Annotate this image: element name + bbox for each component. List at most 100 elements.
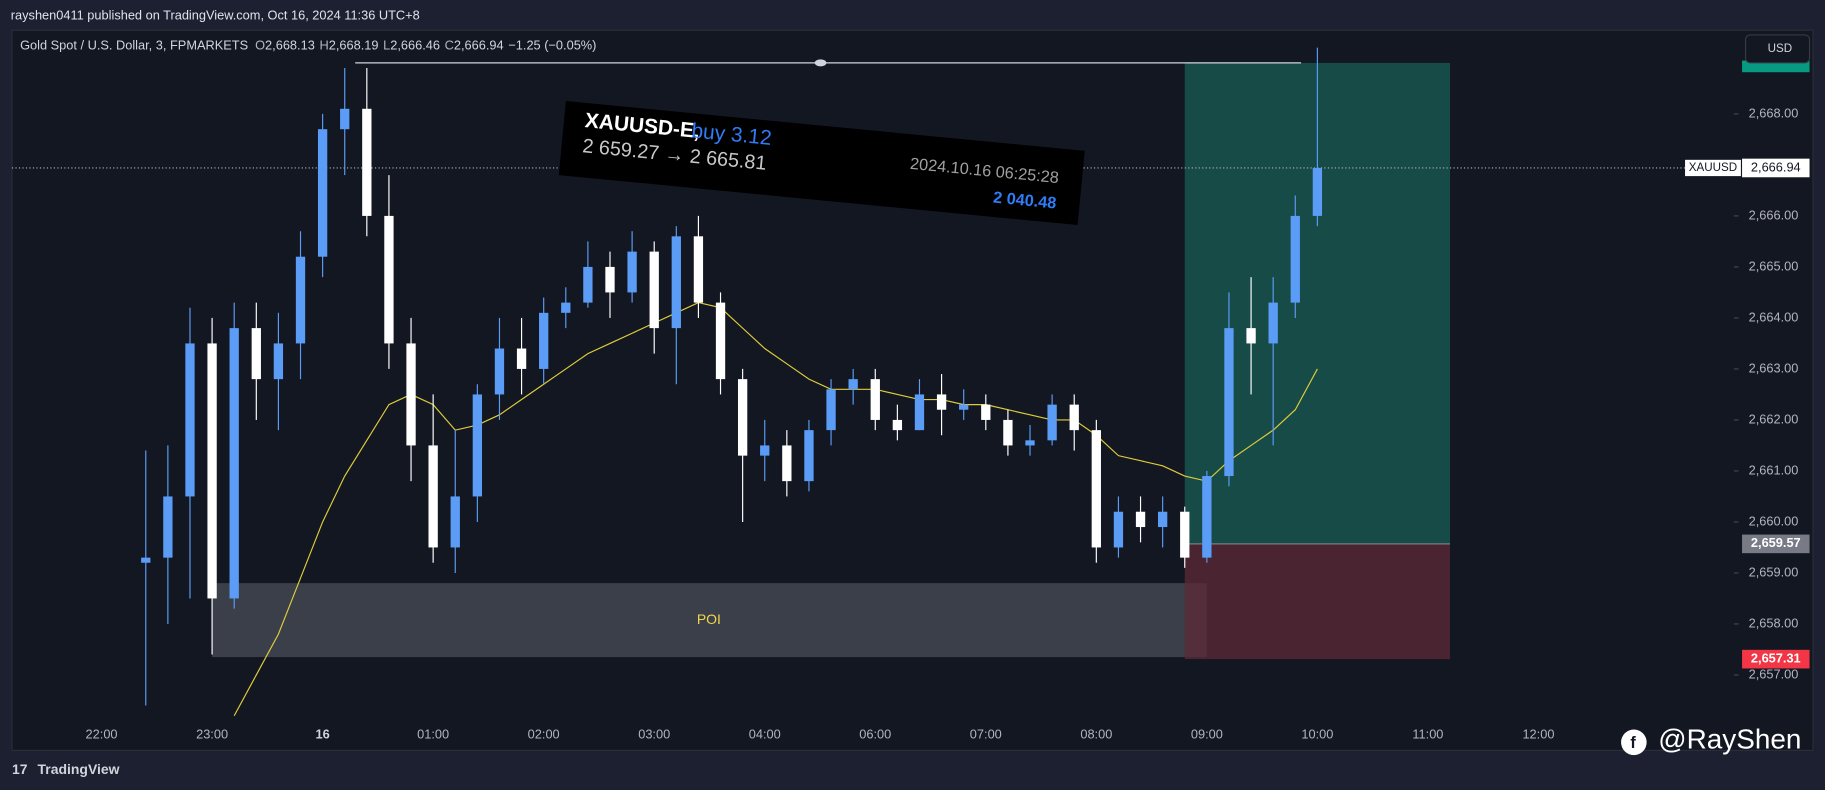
candle-body xyxy=(450,496,460,548)
candle-body xyxy=(914,394,925,431)
candle-body xyxy=(207,343,217,599)
candle-body xyxy=(494,348,505,395)
candle-body xyxy=(1180,511,1190,558)
x-tick-label: 08:00 xyxy=(1080,727,1112,742)
y-tick-label: 2,663.00 xyxy=(1749,360,1799,375)
eye-icon xyxy=(814,59,827,67)
candle-body xyxy=(605,266,615,293)
facebook-icon xyxy=(1621,729,1647,756)
stop-zone xyxy=(1184,543,1451,660)
candle-body xyxy=(782,445,792,482)
ohlc-value: 2,666.94 xyxy=(454,38,504,53)
candle-body xyxy=(870,379,880,420)
candle-body xyxy=(693,236,704,303)
candle-body xyxy=(760,445,770,456)
ohlc-value: 2,668.19 xyxy=(329,38,379,53)
y-tick-label: 2,662.00 xyxy=(1749,411,1799,426)
candle-body xyxy=(583,266,593,303)
stop-label: 2,657.31 xyxy=(1751,651,1801,666)
candle-body xyxy=(406,343,416,446)
entry-label: 2,659.57 xyxy=(1751,535,1801,550)
candle-body xyxy=(1135,511,1146,528)
trade-profit: 2 040.48 xyxy=(992,189,1057,213)
candle-body xyxy=(1003,419,1013,446)
candle-body xyxy=(317,129,328,257)
y-tick-label: 2,659.00 xyxy=(1749,564,1799,579)
candle-body xyxy=(1025,440,1035,446)
ohlc-key: H xyxy=(319,38,328,53)
x-tick-label: 23:00 xyxy=(196,727,228,742)
candle-body xyxy=(1246,328,1256,344)
y-tick-label: 2,661.00 xyxy=(1749,462,1799,477)
candle-body xyxy=(1290,215,1300,303)
candle-body xyxy=(539,312,549,369)
x-tick-label: 10:00 xyxy=(1301,727,1333,742)
stop-label-bg xyxy=(1742,649,1810,669)
candle-body xyxy=(649,251,659,329)
candle-body xyxy=(273,343,284,380)
poi-label: POI xyxy=(697,611,721,627)
candle-body xyxy=(627,251,637,293)
candle-body xyxy=(384,215,394,344)
candle-body xyxy=(936,394,947,410)
candle-body xyxy=(516,348,527,369)
candle-body xyxy=(892,419,903,431)
candle-body xyxy=(981,404,991,420)
x-tick-label: 22:00 xyxy=(86,727,118,742)
last-price-tag-bg xyxy=(1685,159,1741,177)
candle-body xyxy=(959,404,969,410)
candle-body xyxy=(1202,476,1212,558)
candle-body xyxy=(826,389,836,431)
last-price-label-bg xyxy=(1742,158,1810,178)
x-tick-label: 02:00 xyxy=(528,727,560,742)
target-label-bg xyxy=(1742,60,1810,73)
candle-body xyxy=(848,379,858,390)
candle-body xyxy=(1268,302,1278,344)
y-tick-label: 2,657.00 xyxy=(1749,666,1799,681)
candle-body xyxy=(737,379,748,456)
ohlc-key: L xyxy=(383,38,390,53)
y-tick-label: 2,668.00 xyxy=(1749,105,1799,120)
ohlc-key: O xyxy=(255,38,265,53)
candle-body xyxy=(1091,430,1101,548)
last-price-tag: XAUUSD xyxy=(1689,161,1737,174)
x-tick-label: 12:00 xyxy=(1522,727,1554,742)
candle-body xyxy=(1047,404,1057,441)
currency-label: USD xyxy=(1768,42,1793,55)
facebook-glyph: f xyxy=(1630,734,1636,752)
ohlc-value: 2,668.13 xyxy=(265,38,315,53)
candle-body xyxy=(472,394,483,497)
candle-body xyxy=(561,302,571,313)
candle-body xyxy=(141,557,151,563)
y-tick-label: 2,658.00 xyxy=(1749,615,1799,630)
x-tick-label: 16 xyxy=(316,727,330,742)
last-price-label: 2,666.94 xyxy=(1751,159,1801,174)
candle-body xyxy=(163,496,173,558)
currency-button[interactable] xyxy=(1744,34,1811,64)
entry-label-bg xyxy=(1742,534,1810,554)
change: −1.25 (−0.05%) xyxy=(508,38,596,53)
candle-body xyxy=(671,236,681,329)
candle-body xyxy=(295,256,306,344)
x-tick-label: 11:00 xyxy=(1412,727,1443,742)
candle-body xyxy=(340,108,350,130)
ohlc-value: 2,666.46 xyxy=(390,38,440,53)
candle-body xyxy=(1157,511,1168,528)
candle-body xyxy=(229,328,239,599)
logo-mark: 17 xyxy=(12,761,28,777)
published-line: rayshen0411 published on TradingView.com… xyxy=(11,8,420,23)
watermark: @RayShen xyxy=(1658,724,1801,755)
legend-line: Gold Spot / U.S. Dollar, 3, FPMARKETS O2,… xyxy=(20,38,596,53)
trade-card: XAUUSD-E, buy 3.12 2 659.27 → 2 665.81 2… xyxy=(558,100,1085,226)
ohlc-key: C xyxy=(445,38,454,53)
candle-body xyxy=(1069,404,1079,431)
candle-body xyxy=(804,430,814,482)
plot-area: POI 2,657.00 2,658.00 2,659.00 2,660.00 2,661… xyxy=(11,47,1810,742)
x-tick-label: 09:00 xyxy=(1191,727,1223,742)
x-tick-label: 07:00 xyxy=(970,727,1002,742)
x-tick-label: 06:00 xyxy=(859,727,891,742)
candle-body xyxy=(185,343,195,497)
y-tick-label: 2,660.00 xyxy=(1749,513,1799,528)
